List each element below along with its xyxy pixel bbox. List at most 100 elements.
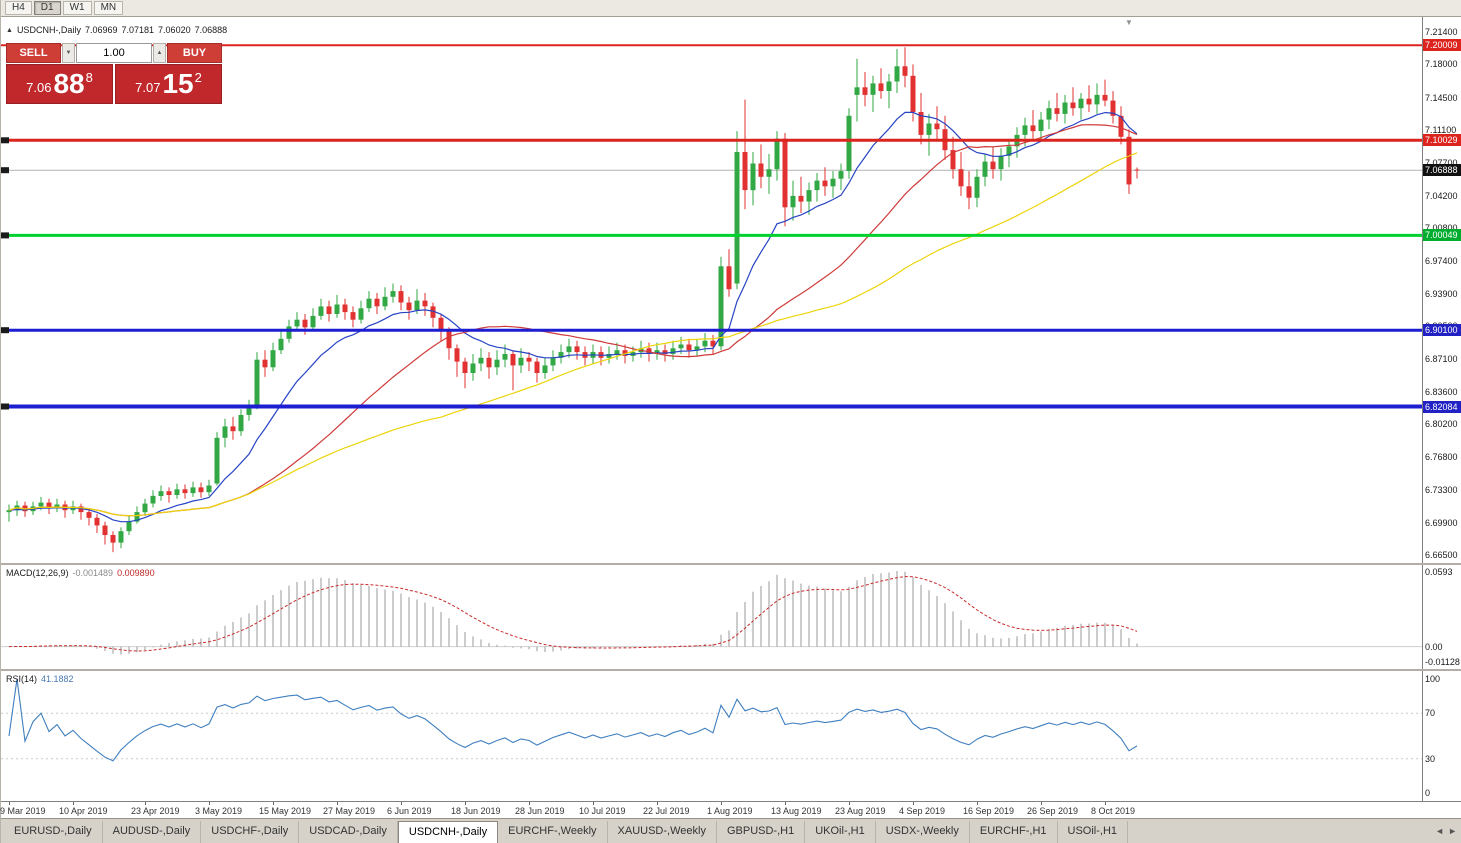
- price-tick-label: 6.73300: [1425, 485, 1458, 496]
- rsi-plot[interactable]: RSI(14) 41.1882: [1, 671, 1424, 801]
- volume-input[interactable]: [76, 43, 152, 63]
- date-label: 13 Aug 2019: [771, 806, 822, 816]
- timeframe-button-mn[interactable]: MN: [93, 1, 124, 15]
- macd-scale[interactable]: 0.0593 0.00 -0.01128: [1423, 565, 1461, 669]
- line-anchor-marker[interactable]: [1, 327, 9, 334]
- price-tick-label: 6.93900: [1425, 288, 1458, 299]
- date-label: 23 Aug 2019: [835, 806, 886, 816]
- chart-tab-usdchf-daily[interactable]: USDCHF-,Daily: [201, 821, 300, 843]
- rsi-axis-label: 0: [1425, 788, 1431, 798]
- date-label: 1 Aug 2019: [707, 806, 753, 816]
- ohlc-close: 7.06888: [194, 25, 228, 35]
- date-label: 4 Sep 2019: [899, 806, 946, 816]
- line-anchor-marker[interactable]: [1, 232, 9, 239]
- candlestick-chart[interactable]: [1, 17, 1423, 563]
- price-chart-plot[interactable]: ▲ USDCNH-,Daily 7.06969 7.07181 7.06020 …: [1, 17, 1424, 563]
- tab-scroll-left-icon[interactable]: ◄: [1435, 826, 1445, 836]
- timeframe-button-h4[interactable]: H4: [5, 1, 32, 15]
- price-tick-label: 7.04200: [1425, 190, 1458, 201]
- candles-series: [6, 47, 1140, 553]
- chart-tab-ukoil-h1[interactable]: UKOil-,H1: [805, 821, 876, 843]
- ask-price-pip-digit: 2: [194, 69, 202, 85]
- date-label: 28 Jun 2019: [515, 806, 565, 816]
- price-badge: 7.20009: [1423, 39, 1461, 52]
- time-tick: [465, 802, 466, 805]
- macd-plot[interactable]: MACD(12,26,9) -0.001489 0.009890: [1, 565, 1424, 669]
- volume-increase-button[interactable]: ▲: [153, 43, 166, 63]
- price-badge: 7.10029: [1423, 134, 1461, 147]
- date-label: 23 Apr 2019: [131, 806, 180, 816]
- price-tick-label: 7.11100: [1425, 125, 1457, 136]
- bid-price-pip-digit: 8: [85, 69, 93, 85]
- line-anchor-marker[interactable]: [1, 403, 9, 410]
- buy-quote-panel[interactable]: 7.07 15 2: [115, 64, 222, 104]
- line-anchor-marker: [1, 167, 9, 174]
- tab-strip: EURUSD-,Daily AUDUSD-,Daily USDCHF-,Daily U…: [4, 821, 1129, 843]
- macd-chart: [1, 571, 1423, 655]
- chart-tab-xauusd-weekly[interactable]: XAUUSD-,Weekly: [608, 821, 717, 843]
- ohlc-low: 7.06020: [158, 25, 191, 35]
- time-tick: [657, 802, 658, 805]
- time-tick: [337, 802, 338, 805]
- panel-divider[interactable]: [1, 563, 1461, 565]
- time-tick: [721, 802, 722, 805]
- rsi-chart: [1, 678, 1423, 762]
- rsi-axis-label: 100: [1425, 674, 1441, 684]
- price-tick-label: 6.87100: [1425, 353, 1458, 364]
- time-tick: [145, 802, 146, 805]
- chart-tab-eurusd-daily[interactable]: EURUSD-,Daily: [4, 821, 103, 843]
- price-tick-label: 7.18000: [1425, 59, 1458, 70]
- time-tick: [273, 802, 274, 805]
- chart-tab-gbpusd-h1[interactable]: GBPUSD-,H1: [717, 821, 806, 843]
- volume-decrease-button[interactable]: ▼: [62, 43, 75, 63]
- ask-price-big-digits: 15: [162, 68, 194, 99]
- time-tick: [849, 802, 850, 805]
- chart-tab-usoil-h1[interactable]: USOil-,H1: [1058, 821, 1129, 843]
- chart-tab-usdcnh-daily[interactable]: USDCNH-,Daily: [397, 821, 499, 843]
- bid-price-big-digits: 88: [53, 68, 85, 99]
- macd-signal-line: [8, 575, 1138, 652]
- sell-quote-panel[interactable]: 7.06 88 8: [6, 64, 113, 104]
- ma-55-line: [8, 152, 1138, 517]
- time-tick: [785, 802, 786, 805]
- chart-tab-usdcad-daily[interactable]: USDCAD-,Daily: [299, 821, 398, 843]
- rsi-label: RSI(14) 41.1882: [6, 674, 74, 684]
- chart-tab-eurchf-weekly[interactable]: EURCHF-,Weekly: [498, 821, 608, 843]
- tab-scroll-right-icon[interactable]: ►: [1448, 826, 1457, 836]
- sell-button[interactable]: SELL: [6, 43, 61, 63]
- line-anchor-marker[interactable]: [1, 137, 9, 144]
- date-label: 16 Sep 2019: [963, 806, 1015, 816]
- chart-tab-bar: EURUSD-,Daily AUDUSD-,Daily USDCHF-,Daily U…: [1, 818, 1461, 843]
- price-tick-label: 7.14500: [1425, 92, 1458, 103]
- price-tick-label: 6.83600: [1425, 387, 1458, 398]
- time-tick: [209, 802, 210, 805]
- chart-tab-audusd-daily[interactable]: AUDUSD-,Daily: [103, 821, 202, 843]
- date-label: 18 Jun 2019: [451, 806, 501, 816]
- chart-tab-usdx-weekly[interactable]: USDX-,Weekly: [876, 821, 970, 843]
- time-tick: [9, 802, 10, 805]
- price-tick-label: 6.80200: [1425, 419, 1458, 430]
- date-label: 27 May 2019: [323, 806, 376, 816]
- time-tick: [401, 802, 402, 805]
- toolbar: H4 D1 W1 MN: [1, 0, 1461, 17]
- price-scale[interactable]: 7.21400 7.18000 7.14500 7.11100 7.07700 7.042…: [1423, 17, 1461, 563]
- rsi-scale[interactable]: 100 70 30 0: [1423, 671, 1461, 801]
- price-tick-label: 6.97400: [1425, 255, 1458, 266]
- chart-tab-eurchf-h1[interactable]: EURCHF-,H1: [970, 821, 1058, 843]
- price-tick-label: 7.07700: [1425, 157, 1458, 168]
- price-tick-label: 6.76800: [1425, 451, 1458, 462]
- price-badge: 7.00049: [1423, 229, 1461, 242]
- time-tick: [593, 802, 594, 805]
- macd-axis-label: 0.0593: [1425, 567, 1453, 577]
- one-click-panel-toggle-icon[interactable]: ▲: [6, 26, 13, 34]
- panel-divider[interactable]: [1, 669, 1461, 671]
- timeframe-button-d1[interactable]: D1: [33, 1, 61, 15]
- buy-button[interactable]: BUY: [167, 43, 222, 63]
- timeframe-button-w1[interactable]: W1: [62, 1, 92, 15]
- chart-shift-marker-icon: ▼: [1125, 18, 1133, 27]
- time-axis[interactable]: 29 Mar 2019 10 Apr 2019 23 Apr 2019 3 May 2…: [0, 801, 1461, 818]
- time-tick: [73, 802, 74, 805]
- rsi-axis-label: 30: [1425, 753, 1436, 764]
- chart-symbol-label: USDCNH-,Daily: [16, 25, 81, 35]
